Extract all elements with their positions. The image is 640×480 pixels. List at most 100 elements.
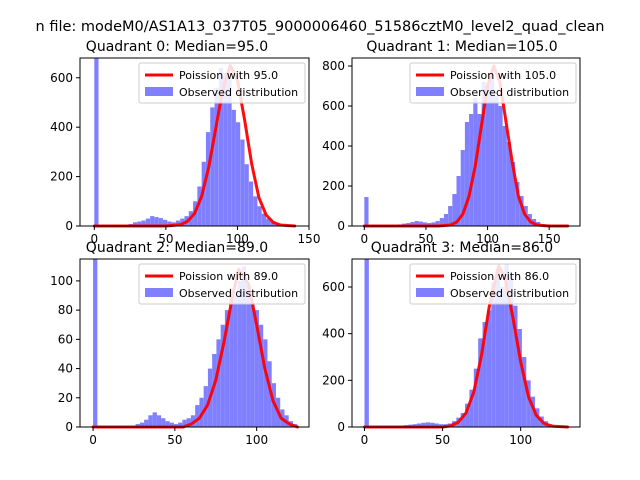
histogram-bar <box>218 67 224 226</box>
histogram-bar <box>257 206 262 226</box>
histogram-bar <box>261 213 266 226</box>
histogram-bar <box>465 403 470 427</box>
plot-area <box>92 58 297 228</box>
histogram-bar <box>141 220 146 226</box>
histogram-bar <box>364 259 369 427</box>
histogram-bar <box>132 222 138 226</box>
histogram-bar <box>473 368 479 427</box>
subplot-title-quadrant-2: Quadrant 2: Median=89.0 <box>86 240 268 256</box>
histogram-bar <box>144 419 149 427</box>
y-tick-label: 0 <box>65 219 73 233</box>
histogram-bar <box>227 77 232 226</box>
histogram-bar <box>519 196 524 226</box>
legend-box <box>138 263 306 305</box>
x-tick-label: 50 <box>167 433 182 447</box>
legend-line-label: Poission with 89.0 <box>179 270 278 283</box>
histogram-bar <box>175 220 181 226</box>
y-tick-label: 100 <box>50 274 73 288</box>
histogram-bar <box>186 418 191 427</box>
histogram-bar <box>414 221 419 226</box>
histogram-bar <box>266 218 271 226</box>
subplot-title-quadrant-3: Quadrant 3: Median=86.0 <box>371 240 553 256</box>
histogram-bar <box>521 357 527 427</box>
histogram-bar <box>425 422 431 427</box>
y-tick-label: 200 <box>50 170 73 184</box>
y-tick-label: 40 <box>58 362 73 376</box>
axes-frame <box>79 57 310 227</box>
histogram-bar <box>508 275 514 427</box>
histogram-bar <box>421 422 426 427</box>
plot-area <box>91 259 300 429</box>
y-tick-label: 0 <box>337 420 345 434</box>
histogram-bar <box>241 266 247 427</box>
histogram-bar <box>178 422 183 427</box>
legend-box <box>409 263 577 305</box>
x-tick-label: 0 <box>361 433 369 447</box>
subplot-title-quadrant-0: Quadrant 0: Median=95.0 <box>86 39 268 55</box>
histogram-bar <box>248 181 254 226</box>
histogram-bar <box>254 310 259 427</box>
histogram-bar <box>197 186 202 226</box>
histogram-bar <box>154 217 159 226</box>
x-tick-label: 100 <box>245 433 268 447</box>
histogram-bar <box>431 222 436 226</box>
y-tick-label: 0 <box>337 219 345 233</box>
histogram-bar <box>443 214 449 226</box>
subplot-quadrant-0: Quadrant 0: Median=95.0 0 50 100 150 0 200 400… <box>50 39 320 246</box>
legend: Poission with 105.0 Observed distribution <box>409 62 577 104</box>
histogram-bar <box>205 132 211 226</box>
histogram-bar <box>469 114 474 226</box>
x-tick-label: 0 <box>90 232 98 246</box>
histogram-bar <box>517 329 522 427</box>
histogram-bar <box>231 109 236 226</box>
histogram-bar <box>195 405 200 427</box>
legend-bar-swatch <box>416 288 444 297</box>
histogram-bar <box>482 322 487 427</box>
y-tick-label: 400 <box>50 120 73 134</box>
histogram-bar <box>246 283 251 427</box>
legend-line-label: Poission with 86.0 <box>450 270 549 283</box>
histogram-bar <box>452 194 457 226</box>
plot-area <box>362 259 570 429</box>
histogram-bar <box>506 142 511 226</box>
histogram-bar <box>416 423 422 427</box>
histogram-bar <box>139 422 145 427</box>
histogram-bar <box>469 389 474 427</box>
subplot-quadrant-3: Quadrant 3: Median=86.0 0 50 100 0 200 400 600… <box>322 240 581 447</box>
legend-line-label: Poission with 105.0 <box>450 69 556 82</box>
legend-bar-label: Observed distribution <box>450 287 569 300</box>
histogram-bar <box>530 396 536 427</box>
histogram-bar <box>481 82 486 226</box>
histogram-bar <box>137 221 142 226</box>
legend-bar-label: Observed distribution <box>450 86 569 99</box>
y-tick-label: 800 <box>322 59 345 73</box>
x-tick-label: 50 <box>158 232 173 246</box>
histogram-bar <box>434 423 439 427</box>
legend-box <box>409 62 577 104</box>
histogram-bar <box>220 324 225 427</box>
y-tick-label: 600 <box>322 99 345 113</box>
histogram-bar <box>236 122 241 226</box>
histogram-bar <box>430 422 435 427</box>
histogram-bar <box>240 139 245 226</box>
subplot-quadrant-2: Quadrant 2: Median=89.0 0 50 100 0 20 40 60 80 1… <box>50 240 310 447</box>
histogram-bar <box>152 412 157 427</box>
histogram-bar <box>163 219 168 226</box>
y-tick-label: 400 <box>322 327 345 341</box>
histogram-bar <box>515 182 520 226</box>
legend-box <box>138 62 306 104</box>
axes-frame <box>79 258 310 428</box>
y-tick-label: 200 <box>322 179 345 193</box>
legend: Poission with 89.0 Observed distribution <box>138 263 306 305</box>
histogram-bar <box>210 107 215 226</box>
y-tick-label: 600 <box>50 71 73 85</box>
axes-frame <box>351 57 581 227</box>
histogram-bar <box>158 218 163 226</box>
histogram-bar <box>229 288 234 427</box>
histogram-bar <box>464 122 470 226</box>
legend-bar-label: Observed distribution <box>179 86 298 99</box>
y-tick-label: 400 <box>322 139 345 153</box>
histogram-bar <box>145 218 151 226</box>
x-tick-label: 50 <box>418 232 433 246</box>
